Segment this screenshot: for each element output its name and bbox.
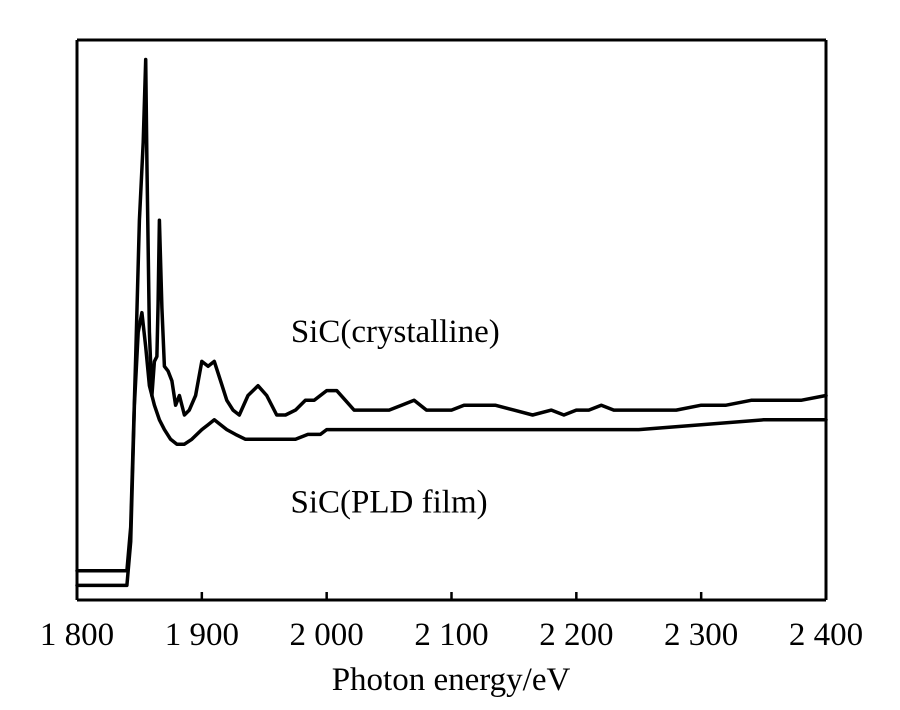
x-tick-label-2100: 2 100 [414,617,488,653]
x-axis-title: Photon energy/eV [332,662,571,698]
series-line-sic-pld-film [75,310,828,588]
x-tick-label-2300: 2 300 [664,617,738,653]
x-tick-label-2400: 2 400 [789,617,863,653]
x-tick-label-1900: 1 900 [165,617,239,653]
x-tick-label-2200: 2 200 [539,617,613,653]
x-tick-label-1800: 1 800 [40,617,114,653]
series-line-sic-crystalline [75,57,828,573]
series-label-sic-pld-film: SiC(PLD film) [291,484,488,520]
series-label-sic-crystalline: SiC(crystalline) [291,314,500,350]
x-tick-label-2000: 2 000 [290,617,364,653]
